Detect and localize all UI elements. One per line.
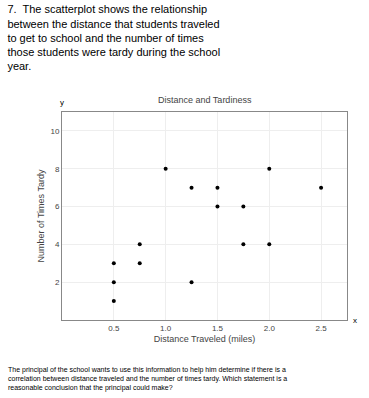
svg-text:7. The scatterplot shows the: 7. The scatterplot shows the relationshi… <box>7 3 220 72</box>
svg-text:The principal of the school wa: The principal of the school wants to use… <box>8 366 287 392</box>
svg-text:0.5: 0.5 <box>108 324 120 333</box>
svg-text:x: x <box>353 316 357 325</box>
svg-text:2: 2 <box>55 278 60 287</box>
svg-text:4: 4 <box>55 240 60 249</box>
svg-text:1.0: 1.0 <box>160 324 172 333</box>
svg-text:2.5: 2.5 <box>316 324 328 333</box>
svg-text:1.5: 1.5 <box>212 324 224 333</box>
svg-text:y: y <box>60 98 64 107</box>
svg-text:6: 6 <box>55 202 60 211</box>
svg-text:Distance Traveled (miles): Distance Traveled (miles) <box>154 334 256 344</box>
svg-text:Number of Times Tardy: Number of Times Tardy <box>36 169 46 262</box>
svg-text:8: 8 <box>55 165 60 174</box>
svg-text:2.0: 2.0 <box>264 324 276 333</box>
svg-text:10: 10 <box>50 127 59 136</box>
svg-text:Distance and Tardiness: Distance and Tardiness <box>158 95 252 105</box>
